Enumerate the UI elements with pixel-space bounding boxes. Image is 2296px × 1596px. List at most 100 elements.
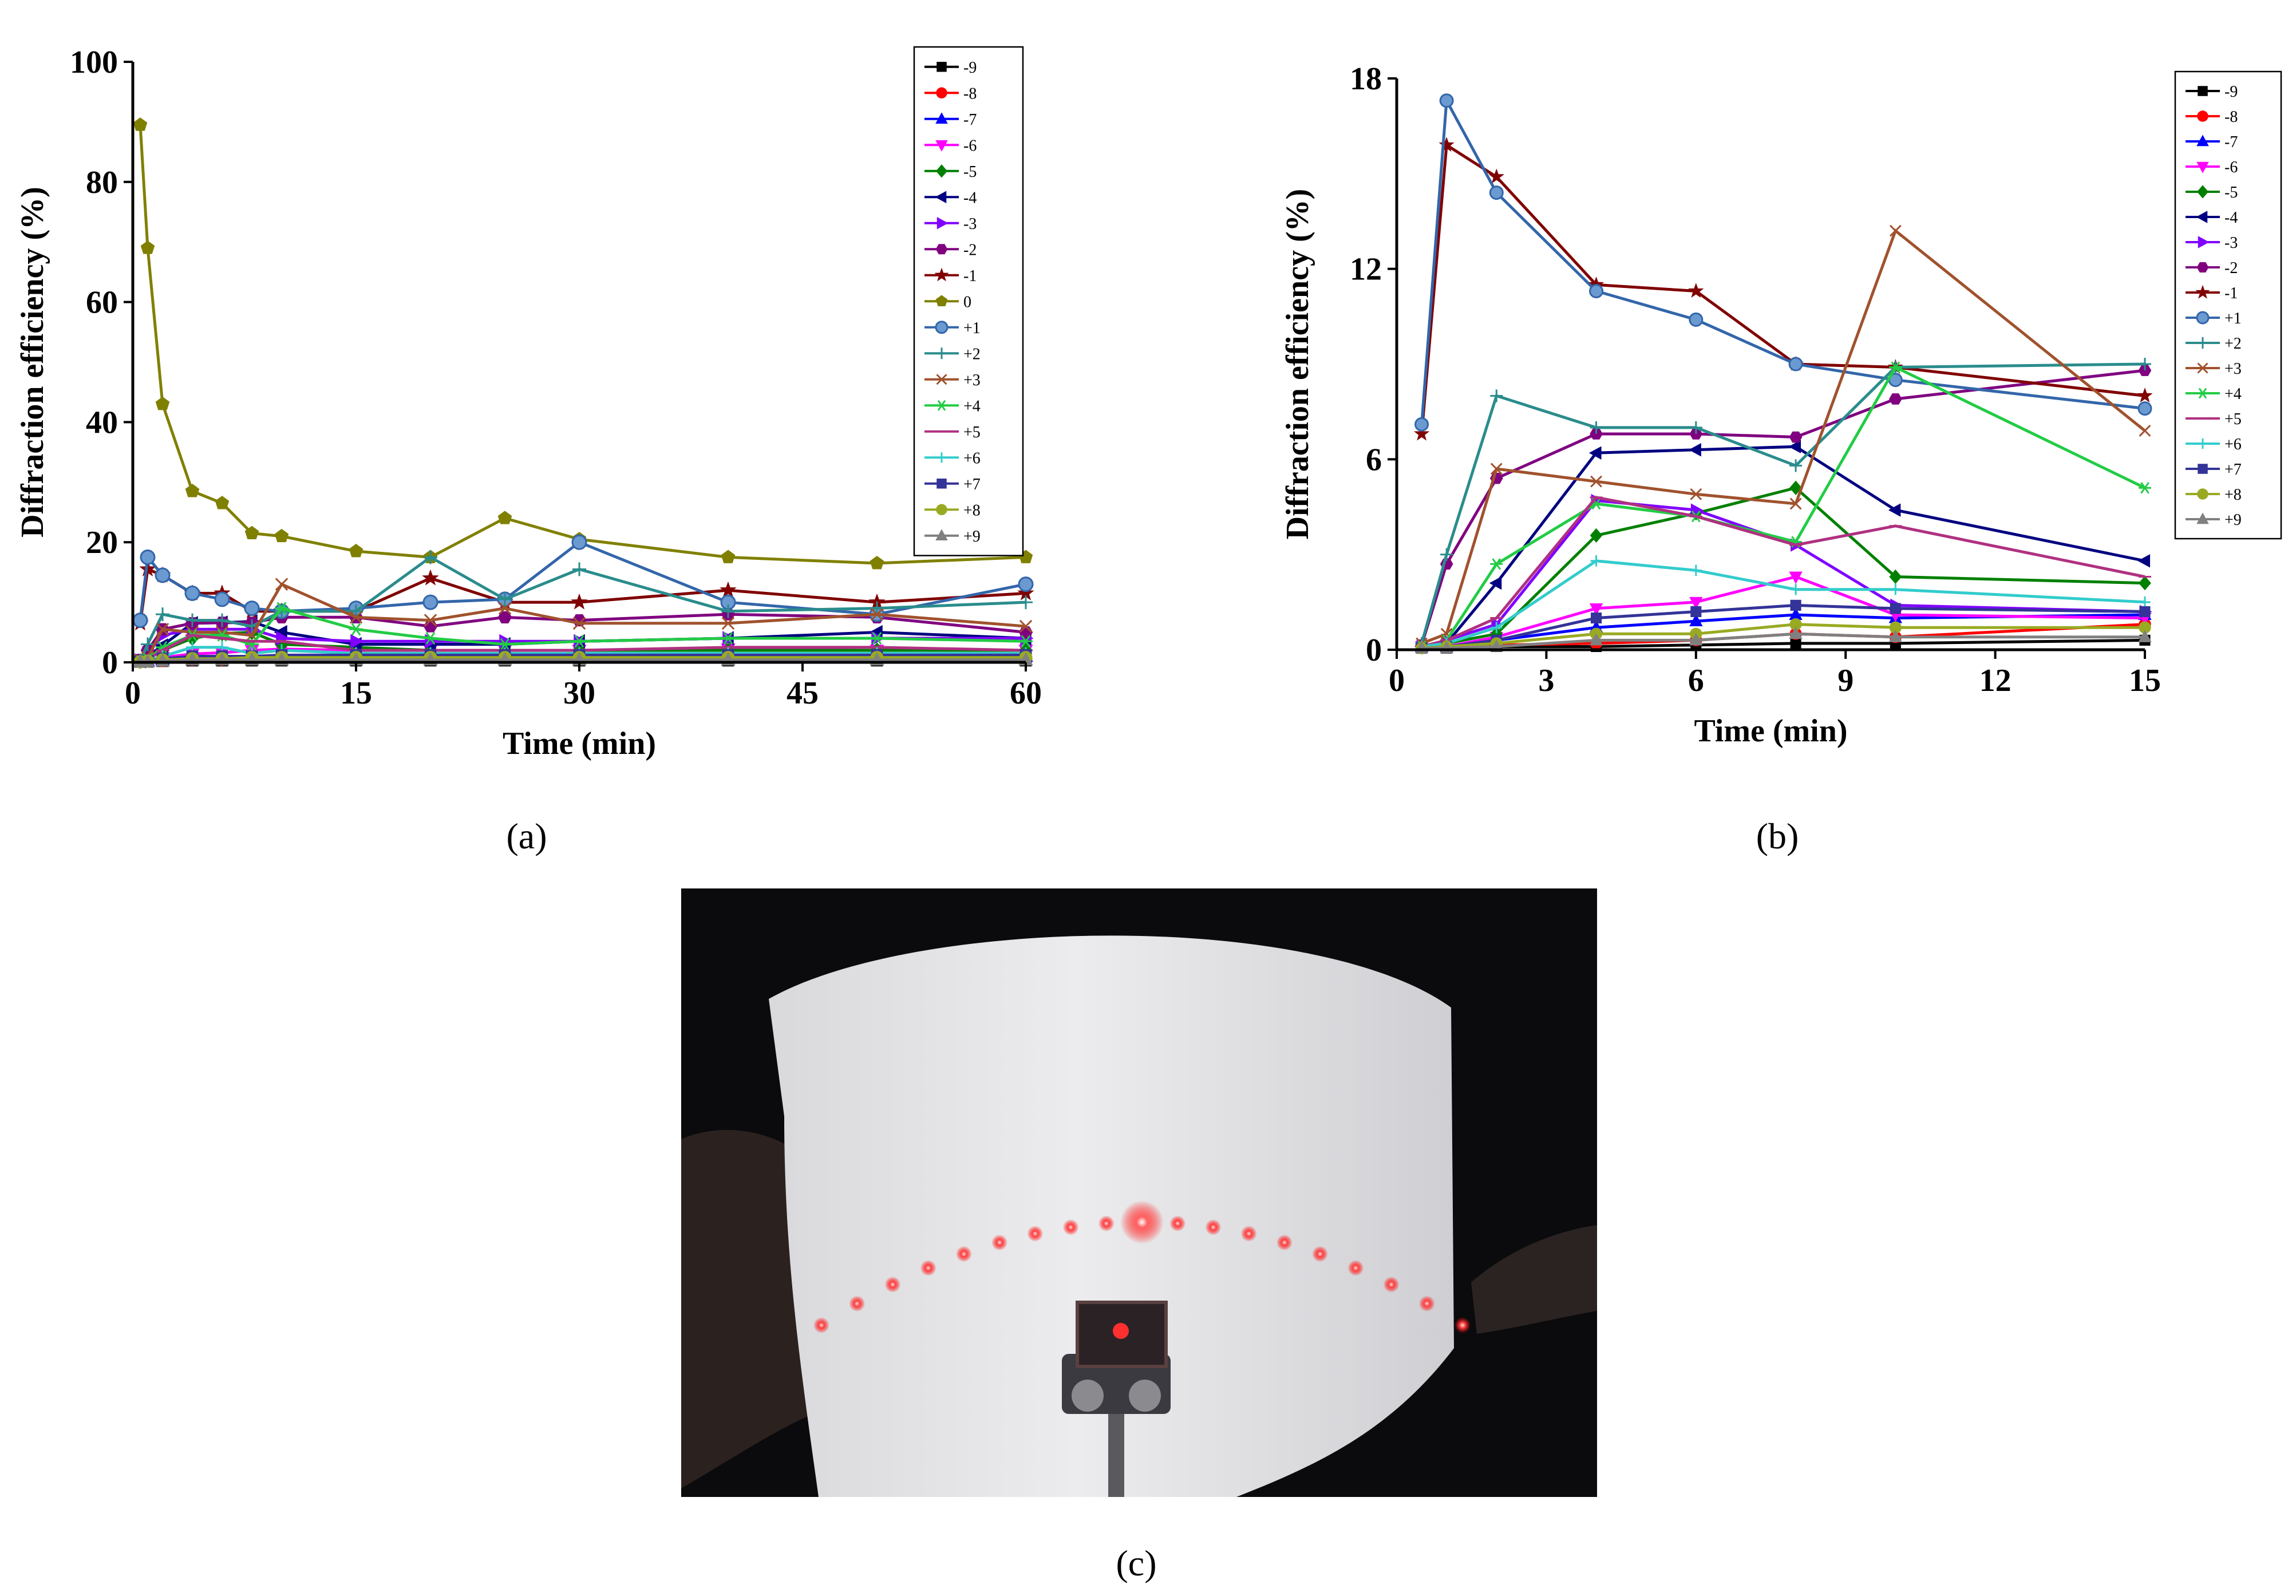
legend-item-b--4: -4 [2186, 209, 2238, 227]
legend-label-b--4: -4 [2224, 209, 2238, 227]
x-tick-label-a-30: 30 [563, 675, 595, 711]
point-b--1-1 [1439, 137, 1455, 152]
point-a-0-7 [349, 543, 363, 558]
point-b--4-7 [2137, 554, 2151, 568]
series-b-+2 [1415, 358, 2151, 650]
legend-label-a--6: -6 [963, 137, 977, 155]
legend-label-a-+6: +6 [963, 449, 981, 467]
legend-marker-a-+6 [936, 452, 947, 463]
diffraction-spot-+1 [1169, 1215, 1186, 1232]
point-b--5-7 [2139, 575, 2151, 591]
laser-aperture [1113, 1323, 1129, 1339]
legend-item-b-+9: +9 [2186, 511, 2242, 529]
x-tick-label-b-3: 3 [1538, 663, 1554, 698]
point-b-+6-6 [1890, 583, 1902, 595]
x-axis-title-a: Time (min) [503, 726, 656, 761]
legend-item-b--1: -1 [2186, 285, 2238, 302]
point-b-+2-5 [1789, 459, 1803, 472]
line-b-+5 [1421, 496, 2145, 648]
legend-item-b-+4: +4 [2186, 385, 2242, 403]
legend-item-a--5: -5 [924, 163, 977, 181]
legend-item-a-+8: +8 [924, 501, 981, 519]
legend-item-a--9: -9 [924, 59, 977, 77]
point-a-+2-4 [215, 613, 229, 627]
series-b-+9 [1414, 626, 2152, 654]
diffraction-spot--5 [955, 1246, 972, 1262]
series-b--2 [1415, 365, 2152, 651]
legend-b: -9 -8 -7 -6 -5 -4 -3 -2 -1 +1 +2 +3 +4 +5 +6 +7 +8 +9 [2174, 70, 2282, 540]
y-tick-label-a-100: 100 [70, 45, 118, 80]
point-a-0-4 [215, 496, 230, 509]
legend-label-b--3: -3 [2224, 234, 2238, 252]
legend-marker-b--2 [2196, 262, 2209, 272]
point-a-+4-12 [870, 631, 884, 645]
legend-label-b-+7: +7 [2224, 461, 2242, 479]
point-a--1-8 [422, 569, 439, 586]
legend-label-a-+5: +5 [963, 424, 981, 441]
point-b-+2-2 [1490, 389, 1503, 402]
legend-item-b--5: -5 [2186, 184, 2238, 202]
laser-knob-right [1129, 1380, 1161, 1412]
legend-item-b--8: -8 [2186, 108, 2238, 126]
line-b-+3 [1421, 228, 2146, 645]
legend-item-b-+1: +1 [2186, 310, 2242, 327]
point-a-+4-9 [498, 638, 512, 651]
point-a--1-11 [720, 581, 737, 598]
legend-label-a-+1: +1 [963, 319, 981, 337]
point-b--1-4 [1688, 283, 1704, 298]
laser-knob-left [1072, 1380, 1104, 1412]
y-axis-title-a: Diffraction efficiency (%) [15, 187, 50, 538]
point-a-+2-2 [156, 607, 169, 622]
legend-label-b-+2: +2 [2224, 335, 2242, 353]
point-a-+4-11 [721, 631, 735, 645]
legend-marker-a--1 [934, 267, 949, 282]
point-b--6-4 [1689, 596, 1703, 610]
legend-marker-b--3 [2198, 236, 2210, 248]
legend-marker-b-+4 [2197, 388, 2208, 399]
legend-label-a--3: -3 [963, 215, 977, 233]
point-a--3-7 [350, 634, 364, 649]
x-tick-label-b-12: 12 [1979, 663, 2012, 698]
right-hand [1471, 1225, 1597, 1334]
y-tick-label-b-12: 12 [1350, 252, 1382, 287]
series-a-0 [133, 117, 1033, 570]
point-b--6-5 [1789, 571, 1803, 584]
line-b-+6 [1421, 559, 2145, 648]
legend-item-a-+1: +1 [924, 319, 981, 337]
legend-label-a--8: -8 [963, 85, 977, 102]
legend-item-a--3: -3 [924, 215, 977, 233]
point-a-+3-11 [721, 617, 735, 630]
diffraction-spot-+6 [1347, 1260, 1364, 1276]
point-b--4-2 [1489, 576, 1502, 590]
point-b--4-6 [1888, 503, 1901, 517]
legend-item-b-+2: +2 [2186, 335, 2242, 353]
y-axis-title-b: Diffraction efficiency (%) [1280, 189, 1315, 540]
y-tick-label-a-80: 80 [86, 165, 118, 200]
legend-item-b-+5: +5 [2186, 410, 2242, 428]
legend-label-b-+8: +8 [2224, 486, 2242, 504]
left-hand [681, 1129, 813, 1488]
point-a-+2-9 [498, 592, 512, 606]
diffraction-spot--7 [884, 1276, 901, 1293]
series-b--1 [1413, 137, 2153, 441]
point-b-+3-2 [1490, 463, 1503, 475]
point-a-+1-3 [184, 585, 200, 601]
legend-marker-a-+4 [936, 400, 947, 411]
point-b-+2-3 [1590, 421, 1603, 434]
line-a-0 [139, 124, 1026, 565]
diffraction-spot-+9 [1455, 1317, 1471, 1333]
photo-c [681, 888, 1597, 1497]
legend-label-a-+9: +9 [963, 528, 981, 546]
point-b-+1-3 [1589, 283, 1604, 298]
legend-label-a--1: -1 [963, 267, 977, 285]
legend-label-b--2: -2 [2224, 259, 2238, 277]
line-b-+2 [1420, 362, 2145, 644]
legend-label-b-+6: +6 [2224, 436, 2242, 453]
point-b-+7-5 [1790, 599, 1801, 611]
legend-item-a--4: -4 [924, 189, 977, 207]
point-a-+2-11 [721, 604, 735, 618]
y-tick-label-a-40: 40 [86, 405, 118, 440]
legend-label-b--1: -1 [2224, 285, 2238, 302]
series-b--4 [1414, 440, 2151, 654]
